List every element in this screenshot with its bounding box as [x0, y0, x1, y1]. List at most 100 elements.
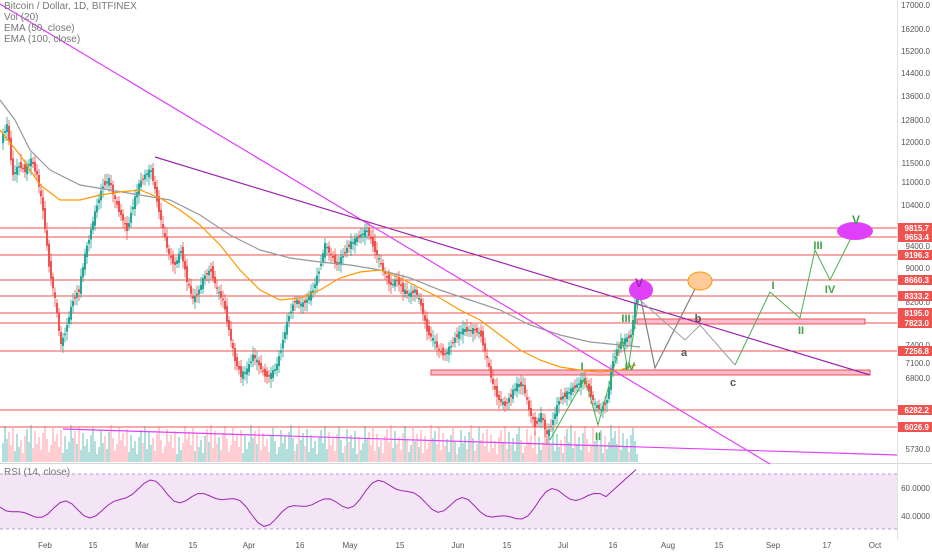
candle-body — [628, 335, 630, 339]
time-tick-label: Mar — [135, 541, 149, 550]
volume-bar — [204, 436, 206, 462]
candle-body — [522, 384, 524, 386]
candle-body — [426, 318, 428, 332]
candle-body — [320, 263, 322, 266]
candle-body — [488, 363, 490, 367]
price-badge — [898, 346, 932, 356]
volume-bar — [576, 444, 578, 462]
volume-bar — [110, 425, 112, 462]
candle-body — [458, 331, 460, 339]
rsi-tick-label: 60.0000 — [901, 484, 930, 493]
price-axis[interactable]: 17000.0 16200.0 15200.0 14400.0 13600.0 12800… — [901, 1, 930, 454]
wave-target-ellipse[interactable] — [629, 280, 653, 300]
volume-indicator-label[interactable]: Vol (20) — [4, 12, 39, 23]
volume-bar — [406, 439, 408, 462]
candle-body — [120, 210, 122, 215]
candle-body — [66, 325, 68, 332]
volume-bar — [44, 426, 46, 462]
support-zone[interactable] — [430, 369, 871, 376]
volume-bar — [114, 451, 116, 462]
volume-bar — [270, 435, 272, 462]
candle-body — [196, 293, 198, 296]
candle-body — [158, 196, 160, 212]
correction-target-ellipse[interactable] — [687, 271, 713, 291]
volume-bar — [552, 428, 554, 462]
price-badge-label: 8333.2 — [905, 292, 930, 301]
volume-bar — [508, 432, 510, 462]
candle-body — [570, 388, 572, 395]
candle-body — [40, 190, 42, 197]
volume-bar — [382, 453, 384, 462]
volume-bar — [324, 426, 326, 462]
volume-bar — [424, 436, 426, 462]
volume-bar — [164, 446, 166, 462]
volume-bar — [428, 442, 430, 462]
volume-bar — [536, 454, 538, 462]
price-badge — [898, 422, 932, 432]
volume-bar — [160, 440, 162, 462]
impulse-wave-path[interactable] — [549, 289, 641, 441]
rsi-indicator-label[interactable]: RSI (14, close) — [4, 467, 71, 478]
candle-body — [142, 178, 144, 181]
candlesticks — [2, 117, 638, 443]
candle-body — [508, 397, 510, 403]
volume-bar — [308, 452, 310, 462]
resistance-zone[interactable] — [636, 318, 866, 325]
volume-bar — [122, 433, 124, 462]
candle-body — [16, 166, 18, 175]
volume-bar — [8, 432, 10, 462]
volume-bar — [590, 445, 592, 462]
candle-body — [424, 315, 426, 321]
volume-bar — [482, 433, 484, 462]
candle-body — [258, 360, 260, 366]
symbol-title[interactable]: Bitcoin / Dollar, 1D, BITFINEX — [4, 1, 137, 12]
wave-label-2: II — [595, 431, 601, 443]
candle-body — [548, 429, 550, 436]
volume-bar — [242, 453, 244, 462]
price-tick-label: 14400.0 — [901, 69, 930, 78]
ema50-indicator-label[interactable]: EMA (50, close) — [4, 23, 75, 34]
volume-bar — [232, 428, 234, 462]
volume-bar — [280, 430, 282, 462]
volume-bar — [348, 442, 350, 462]
volume-bar — [390, 425, 392, 462]
ema100-indicator-label[interactable]: EMA (100, close) — [4, 34, 81, 45]
candle-body — [348, 244, 350, 247]
volume-bar — [572, 448, 574, 462]
correction-wave-path[interactable] — [639, 282, 699, 370]
volume-bar — [452, 428, 454, 462]
candle-body — [318, 271, 320, 274]
candle-body — [64, 333, 66, 336]
candle-body — [308, 296, 310, 300]
volume-bar — [174, 431, 176, 462]
volume-bar — [60, 430, 62, 462]
ema50-line[interactable] — [0, 129, 637, 373]
candle-body — [154, 182, 156, 189]
candle-body — [614, 356, 616, 358]
projected-wave-path[interactable] — [734, 229, 856, 366]
candle-body — [584, 378, 586, 385]
correction-alt-path[interactable] — [639, 299, 736, 366]
candle-body — [272, 370, 274, 378]
volume-bar — [338, 427, 340, 462]
descending-trendline[interactable] — [0, 3, 771, 465]
wave-label-c: c — [730, 377, 736, 389]
time-axis[interactable]: Feb 15 Mar 15 Apr 16 May 15 Jun 15 Jul 16 Aug 15 Sep 17… — [38, 541, 882, 550]
candle-body — [214, 276, 216, 284]
price-tick-label: 11000.0 — [902, 178, 931, 187]
volume-bar — [344, 446, 346, 462]
candle-body — [490, 366, 492, 378]
volume-bar — [506, 449, 508, 462]
final-target-ellipse[interactable] — [837, 222, 873, 240]
candle-body — [74, 297, 76, 299]
purple-trendline[interactable] — [154, 156, 871, 376]
price-badge-label: 9196.3 — [905, 251, 930, 260]
ema100-line[interactable] — [0, 99, 641, 348]
time-tick-label: 15 — [396, 541, 405, 550]
volume-bar — [202, 453, 204, 462]
support-trendline[interactable] — [62, 428, 898, 456]
candle-body — [532, 417, 534, 419]
volume-bar — [622, 433, 624, 462]
